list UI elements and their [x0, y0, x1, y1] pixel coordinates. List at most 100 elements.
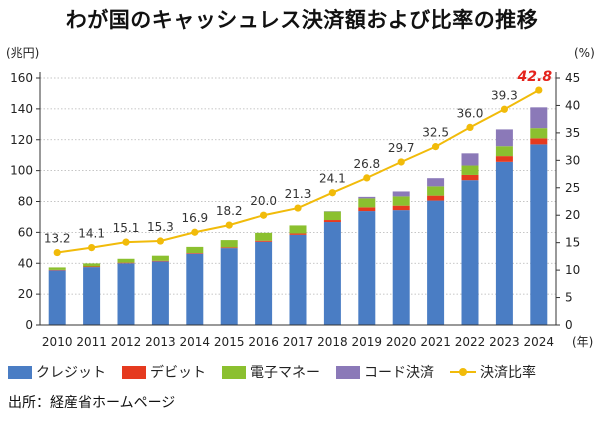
bar-segment — [220, 240, 238, 248]
data-labels: 13.2 14.1 15.1 15.3 16.9 18.2 20.0 21.3 24.1 26.8… — [44, 69, 552, 245]
bar-segment — [392, 196, 410, 206]
bar-segment — [255, 232, 273, 241]
ratio-data-label: 13.2 — [44, 232, 71, 246]
bar-segment — [392, 210, 410, 325]
legend: クレジット デビット 電子マネー コード決済 決済比率 — [8, 362, 604, 382]
bar-segment — [255, 240, 273, 242]
right-axis-tick-label: 45 — [565, 71, 580, 85]
bar-segment — [151, 255, 169, 261]
x-axis-tick-label: 2019 — [352, 335, 383, 349]
axes: 0 20 40 60 80 100 120 140 160 0 5 10 15 20 25 30 35 40 45 (… — [6, 46, 595, 349]
legend-label: 決済比率 — [480, 365, 536, 381]
ratio-data-label: 20.0 — [250, 194, 277, 208]
bar-segment — [427, 186, 445, 196]
bar-segment — [461, 174, 479, 181]
bar-segment — [289, 233, 307, 235]
bar-segment — [461, 153, 479, 166]
right-axis-tick-label: 25 — [565, 181, 580, 195]
left-axis-tick-label: 160 — [10, 71, 33, 85]
source-note: 出所：経産省ホームページ — [8, 395, 176, 411]
ratio-data-label: 16.9 — [181, 211, 208, 225]
right-axis-tick-label: 10 — [565, 263, 580, 277]
ratio-point — [466, 123, 474, 131]
bar-segment — [117, 258, 135, 263]
left-axis-tick-label: 80 — [18, 195, 33, 209]
right-axis-unit-label: (%) — [574, 46, 595, 60]
bar-segment — [117, 263, 135, 325]
x-axis-tick-label: 2023 — [489, 335, 520, 349]
ratio-point — [432, 143, 440, 151]
x-axis-tick-label: 2010 — [42, 335, 73, 349]
legend-swatch — [222, 365, 246, 379]
legend-item: 電子マネー — [222, 362, 320, 382]
bar-segment — [358, 207, 376, 212]
bar-segment — [530, 144, 548, 325]
bar-segment — [83, 267, 101, 325]
bar-segment — [151, 261, 169, 325]
bar-segment — [495, 146, 513, 157]
bar-segment — [117, 262, 135, 264]
bar-segment — [530, 107, 548, 129]
ratio-data-label: 15.3 — [147, 220, 174, 234]
ratio-point — [260, 211, 268, 219]
ratio-data-label: 36.0 — [457, 106, 484, 120]
legend-label: コード決済 — [364, 365, 434, 381]
bar-segment — [427, 195, 445, 201]
bar-segment — [392, 191, 410, 197]
ratio-data-label: 26.8 — [353, 157, 380, 171]
ratio-data-label: 32.5 — [422, 126, 449, 140]
bar-segment — [495, 129, 513, 147]
bar-segment — [48, 270, 66, 325]
x-axis-tick-label: 2021 — [420, 335, 451, 349]
left-axis-tick-label: 120 — [10, 133, 33, 147]
legend-item: クレジット — [8, 362, 106, 382]
ratio-point — [122, 238, 130, 246]
bar-segment — [83, 266, 101, 268]
ratio-data-label: 24.1 — [319, 172, 346, 186]
ratio-point — [500, 105, 508, 113]
bar-segment — [48, 267, 66, 270]
legend-label: クレジット — [36, 365, 106, 381]
ratio-point — [397, 158, 405, 166]
legend-item: 決済比率 — [450, 362, 536, 382]
x-axis-tick-label: 2022 — [455, 335, 486, 349]
ratio-point — [88, 244, 96, 252]
ratio-data-label: 15.1 — [113, 221, 140, 235]
left-axis-tick-label: 0 — [25, 318, 33, 332]
bar-segment — [427, 178, 445, 187]
right-axis-tick-label: 40 — [565, 98, 580, 112]
bar-segment — [255, 241, 273, 325]
left-axis-unit-label: (兆円) — [6, 46, 39, 60]
ratio-data-label: 21.3 — [285, 187, 312, 201]
x-axis-tick-label: 2013 — [145, 335, 176, 349]
bar-segment — [323, 222, 341, 325]
x-axis-tick-label: 2017 — [283, 335, 314, 349]
bar-segment — [186, 253, 204, 254]
legend-item: コード決済 — [336, 362, 434, 382]
bar-segment — [358, 196, 376, 199]
bar-segment — [289, 234, 307, 325]
ratio-data-label: 29.7 — [388, 141, 415, 155]
ratio-point — [328, 189, 336, 197]
ratio-point — [191, 228, 199, 236]
x-axis-tick-label: 2024 — [524, 335, 555, 349]
bar-segment — [495, 161, 513, 325]
ratio-line-series — [53, 86, 543, 257]
ratio-point — [294, 204, 302, 212]
bar-segment — [461, 165, 479, 175]
ratio-point — [156, 237, 164, 245]
right-axis-tick-label: 30 — [565, 153, 580, 167]
right-axis-tick-label: 5 — [565, 291, 573, 305]
ratio-point — [53, 248, 61, 257]
x-axis-tick-label: 2020 — [386, 335, 417, 349]
ratio-data-label: 14.1 — [78, 227, 105, 241]
x-axis-tick-label: 2016 — [248, 335, 279, 349]
ratio-point — [535, 86, 543, 94]
chart-canvas: 0 20 40 60 80 100 120 140 160 0 5 10 15 20 25 30 35 40 45 (… — [6, 46, 595, 349]
bar-segment — [186, 253, 204, 325]
chart-title: わが国のキャッシュレス決済額および比率の推移 — [65, 8, 539, 32]
legend-label: デビット — [150, 365, 206, 381]
bar-segment — [220, 248, 238, 325]
left-axis-tick-label: 60 — [18, 225, 33, 239]
x-axis-tick-label: 2011 — [76, 335, 107, 349]
